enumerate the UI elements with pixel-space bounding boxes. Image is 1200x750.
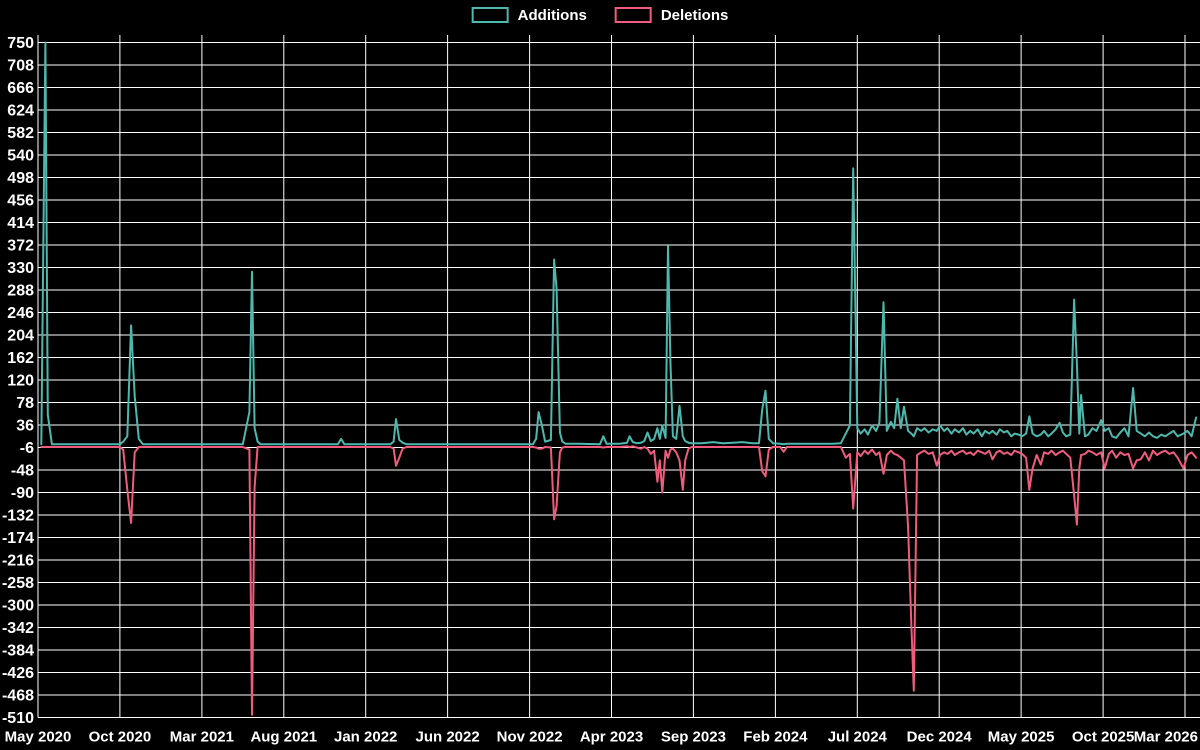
svg-text:162: 162: [7, 350, 34, 367]
svg-text:Sep 2023: Sep 2023: [661, 729, 726, 746]
svg-text:-216: -216: [2, 553, 34, 570]
svg-text:Nov 2022: Nov 2022: [497, 729, 563, 746]
svg-text:624: 624: [7, 103, 34, 120]
svg-text:288: 288: [7, 283, 34, 300]
svg-text:Feb 2024: Feb 2024: [743, 729, 808, 746]
deletions-swatch: [614, 7, 652, 23]
legend: Additions Deletions: [471, 6, 729, 24]
svg-text:Jun 2022: Jun 2022: [415, 729, 479, 746]
svg-text:246: 246: [7, 305, 34, 322]
y-axis-labels: 750 708 666 624 582 540 498 456 414 372 330 288 246 2…: [2, 35, 34, 727]
vertical-gridlines: [37, 35, 1186, 718]
svg-text:-132: -132: [2, 508, 34, 525]
svg-text:456: 456: [7, 193, 34, 210]
svg-text:Mar 2021: Mar 2021: [170, 729, 234, 746]
svg-text:414: 414: [7, 215, 34, 232]
additions-label: Additions: [517, 6, 587, 24]
svg-text:540: 540: [7, 148, 34, 165]
svg-text:78: 78: [16, 395, 34, 412]
svg-text:-342: -342: [2, 620, 34, 637]
deletions-label: Deletions: [660, 6, 729, 24]
svg-text:Mar 2026: Mar 2026: [1134, 729, 1198, 746]
svg-text:-174: -174: [2, 530, 34, 547]
svg-text:Dec 2024: Dec 2024: [907, 729, 973, 746]
svg-text:May 2020: May 2020: [5, 729, 72, 746]
svg-text:-90: -90: [11, 485, 34, 502]
svg-text:708: 708: [7, 58, 34, 75]
svg-text:-468: -468: [2, 688, 34, 705]
svg-text:-384: -384: [2, 643, 34, 660]
svg-text:Jul 2024: Jul 2024: [828, 729, 888, 746]
svg-text:120: 120: [7, 373, 34, 390]
svg-text:Aug 2021: Aug 2021: [250, 729, 317, 746]
svg-text:May 2025: May 2025: [988, 729, 1055, 746]
deletions-line: [40, 445, 1198, 716]
svg-text:582: 582: [7, 125, 34, 142]
svg-text:-48: -48: [11, 463, 34, 480]
horizontal-gridlines: [38, 42, 1200, 718]
additions-line: [40, 41, 1198, 446]
legend-item-deletions[interactable]: Deletions: [614, 6, 729, 24]
svg-text:750: 750: [7, 35, 34, 52]
svg-text:-258: -258: [2, 575, 34, 592]
svg-text:36: 36: [16, 418, 34, 435]
svg-text:Jan 2022: Jan 2022: [334, 729, 397, 746]
additions-swatch: [471, 7, 509, 23]
svg-text:-510: -510: [2, 710, 34, 727]
svg-text:Oct 2020: Oct 2020: [89, 729, 152, 746]
svg-text:-426: -426: [2, 665, 34, 682]
svg-text:-300: -300: [2, 598, 34, 615]
legend-item-additions[interactable]: Additions: [471, 6, 587, 24]
svg-text:204: 204: [7, 328, 34, 345]
svg-text:666: 666: [7, 80, 34, 97]
svg-text:372: 372: [7, 238, 34, 255]
x-axis-labels: May 2020 Oct 2020 Mar 2021 Aug 2021 Jan 2022…: [5, 729, 1198, 746]
svg-text:-6: -6: [20, 440, 34, 457]
svg-text:330: 330: [7, 260, 34, 277]
svg-text:498: 498: [7, 170, 34, 187]
svg-text:Oct 2025: Oct 2025: [1072, 729, 1135, 746]
svg-text:Apr 2023: Apr 2023: [580, 729, 643, 746]
